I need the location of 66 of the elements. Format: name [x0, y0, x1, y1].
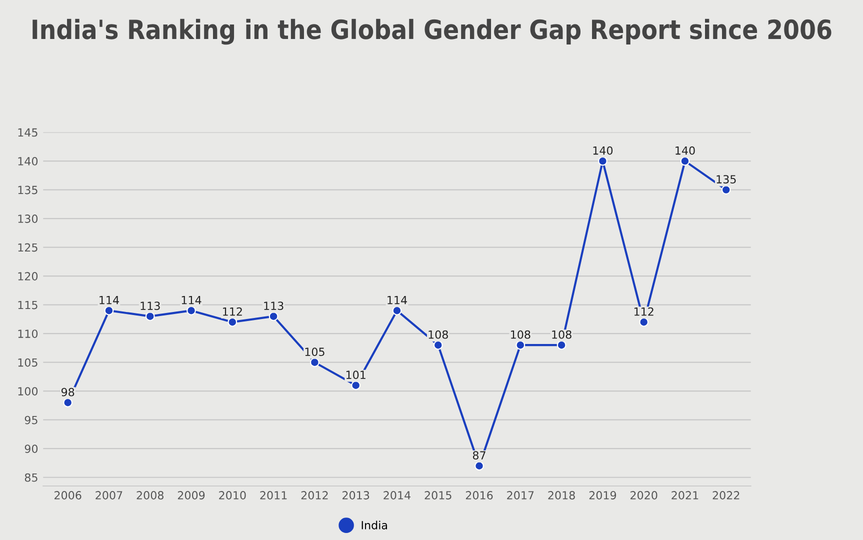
y-tick-label: 145: [18, 128, 38, 137]
data-label: 140: [676, 146, 695, 155]
y-tick-label: 110: [18, 330, 38, 338]
data-label: 112: [634, 307, 654, 316]
legend-label: India: [362, 520, 387, 530]
data-label: 113: [264, 302, 284, 310]
point: [310, 358, 320, 368]
x-tick-label: 2006: [54, 491, 82, 500]
x-tick-label: 2012: [301, 491, 328, 500]
y-tick-label: 105: [18, 358, 38, 367]
point: [63, 398, 73, 408]
data-label: 114: [388, 296, 407, 304]
point: [186, 306, 196, 316]
y-tick-label: 135: [18, 186, 38, 194]
point: [351, 380, 361, 390]
x-tick-label: 2020: [630, 491, 658, 500]
y-tick-label: 130: [18, 214, 38, 223]
y-tick-label: 115: [18, 300, 38, 310]
data-label: 114: [182, 296, 202, 304]
x-tick-label: 2014: [384, 491, 410, 500]
y-tick-label: 90: [24, 444, 38, 453]
y-tick-label: 100: [18, 387, 38, 396]
y-tick-label: 95: [24, 416, 38, 424]
data-label: 98: [61, 388, 74, 396]
data-label: 108: [511, 330, 530, 339]
point: [598, 156, 608, 166]
point: [145, 312, 155, 322]
data-label: 135: [716, 175, 736, 184]
x-tick-label: 2009: [178, 491, 205, 500]
point: [556, 340, 566, 350]
chart-title: India's Ranking in the Global Gender Gap Report since 2006: [32, 18, 832, 45]
data-label: 87: [472, 451, 486, 460]
point: [474, 461, 484, 471]
x-tick-label: 2015: [424, 491, 452, 500]
data-label: 140: [593, 146, 613, 155]
data-label: 114: [100, 296, 119, 304]
x-tick-label: 2022: [712, 491, 740, 500]
point: [516, 340, 526, 350]
y-tick-label: 85: [24, 473, 38, 482]
data-label: 101: [346, 370, 366, 380]
x-tick-label: 2017: [507, 491, 534, 500]
x-tick-label: 2011: [260, 491, 287, 500]
point: [680, 156, 690, 166]
x-tick-label: 2021: [672, 491, 698, 500]
x-tick-label: 2008: [136, 491, 164, 500]
x-tick-label: 2016: [466, 491, 493, 500]
point: [268, 312, 278, 322]
data-label: 108: [428, 330, 448, 339]
point: [639, 317, 649, 327]
x-tick-label: 2013: [342, 491, 370, 500]
y-tick-label: 125: [18, 243, 38, 252]
point: [104, 306, 114, 316]
y-tick-label: 120: [18, 272, 38, 280]
data-label: 105: [305, 348, 324, 356]
data-label: 113: [140, 302, 160, 310]
point: [392, 306, 402, 316]
data-label: 108: [552, 330, 572, 339]
data-label: 112: [223, 307, 242, 316]
x-tick-label: 2018: [548, 491, 575, 500]
point: [228, 317, 238, 327]
point: [721, 185, 731, 195]
x-tick-label: 2019: [589, 491, 616, 500]
y-tick-label: 140: [18, 157, 38, 166]
x-tick-label: 2010: [219, 491, 246, 500]
point: [433, 340, 443, 350]
x-tick-label: 2007: [96, 491, 122, 500]
